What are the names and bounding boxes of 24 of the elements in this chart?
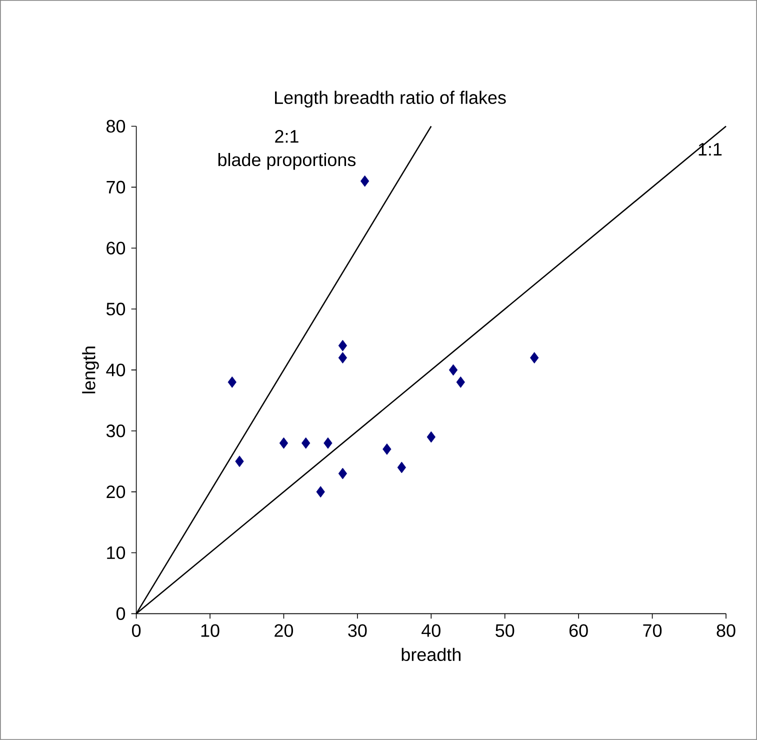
x-tick-label: 0 (132, 624, 141, 637)
x-tick-label: 40 (422, 624, 440, 637)
annotation: 2:1 (275, 130, 298, 143)
y-axis-title: length (82, 346, 99, 394)
x-tick-label: 50 (496, 624, 514, 637)
y-tick-label: 20 (106, 485, 126, 498)
y-tick-label: 50 (106, 302, 126, 316)
y-tick-label: 30 (106, 424, 126, 438)
y-tick-label: 10 (107, 546, 126, 560)
annotation: blade proportions (218, 153, 356, 170)
y-tick-label: 80 (106, 120, 126, 133)
x-tick-label: 60 (569, 624, 588, 637)
x-tick-label: 70 (643, 624, 662, 637)
x-tick-label: 30 (348, 624, 367, 637)
annotation: 1:1 (698, 143, 722, 156)
y-tick-label: 70 (106, 180, 126, 194)
x-axis-title: breadth (402, 648, 460, 662)
chart-title: Length breadth ratio of flakes (275, 90, 506, 108)
x-tick-label: 20 (274, 624, 294, 637)
x-tick-label: 80 (716, 624, 736, 637)
x-tick-label: 10 (201, 624, 220, 637)
y-tick-label: 60 (106, 242, 126, 255)
y-tick-label: 0 (116, 607, 126, 620)
y-tick-label: 40 (106, 364, 126, 376)
